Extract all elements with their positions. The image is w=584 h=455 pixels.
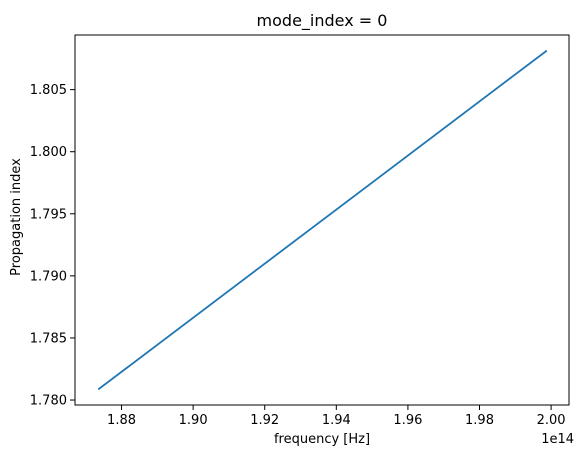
y-tick-label-3: 1.795 (30, 207, 67, 222)
y-tick-label-1: 1.785 (30, 331, 67, 346)
y-tick-label-4: 1.800 (30, 145, 67, 160)
y-axis-label: Propagation index (9, 158, 24, 276)
chart-title: mode_index = 0 (257, 11, 388, 31)
axes-frame (74, 34, 570, 406)
x-tick-label-2: 1.92 (250, 413, 279, 428)
x-tick-label-1: 1.90 (179, 413, 208, 428)
y-tick-label-0: 1.780 (30, 394, 67, 409)
x-axis-label: frequency [Hz] (274, 432, 370, 447)
x-tick-label-4: 1.96 (393, 413, 422, 428)
series-line-0 (97, 49, 548, 391)
plot-area: 1.88 1.90 1.92 1.94 1.96 1.98 2.00 1.780 1.785 1.… (30, 34, 570, 428)
y-tick-label-2: 1.790 (30, 269, 67, 284)
x-offset-label: 1e14 (541, 432, 574, 447)
x-tick-label-6: 2.00 (537, 413, 566, 428)
x-tick-label-3: 1.94 (322, 413, 351, 428)
y-tick-label-5: 1.805 (30, 83, 67, 98)
x-tick-label-0: 1.88 (107, 413, 136, 428)
x-tick-label-5: 1.98 (465, 413, 494, 428)
